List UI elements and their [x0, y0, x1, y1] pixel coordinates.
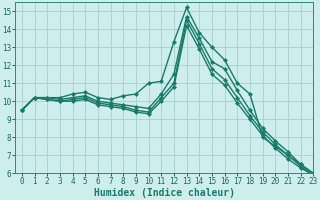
X-axis label: Humidex (Indice chaleur): Humidex (Indice chaleur): [94, 188, 235, 198]
